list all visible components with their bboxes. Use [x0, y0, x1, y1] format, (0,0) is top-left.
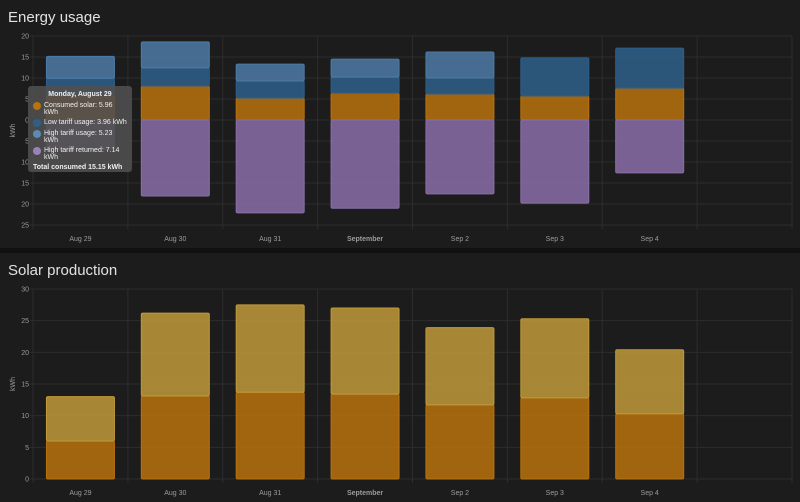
bar-segment: [615, 413, 685, 480]
tooltip-total: Total consumed 15.15 kWh: [33, 164, 123, 171]
y-tick-label: 0: [25, 477, 29, 484]
solar-production-title: Solar production: [8, 262, 118, 279]
bar-segment: [140, 395, 210, 480]
x-tick-label: Aug 29: [69, 490, 91, 497]
bar-segment: [45, 55, 115, 79]
bar-segment: [520, 397, 590, 480]
chart-tooltip: Monday, August 29 Consumed solar: 5.96 k…: [28, 86, 132, 172]
x-tick-label: Sep 3: [546, 490, 564, 497]
bar-segment: [330, 393, 400, 480]
bar-segment: [330, 307, 400, 395]
y-tick-label: 30: [21, 287, 29, 294]
y-tick-label: 15: [21, 55, 29, 62]
y-axis-label: kWh: [10, 377, 17, 391]
y-tick-label: 5: [25, 97, 29, 104]
tooltip-title: Monday, August 29: [48, 91, 112, 98]
bar-segment: [615, 119, 685, 174]
bar-segment: [140, 41, 210, 69]
x-tick-label: Aug 31: [259, 490, 281, 497]
y-tick-label: 20: [21, 202, 29, 209]
bar-segment: [330, 76, 400, 94]
y-tick-label: 0: [25, 118, 29, 125]
energy-usage-title: Energy usage: [8, 9, 101, 26]
x-tick-label: Aug 30: [164, 490, 186, 497]
solar-production-card: Solar production 30 25 20 15 10 5 0 kWh Aug 29 Au…: [0, 253, 800, 502]
bar-segment: [330, 92, 400, 121]
x-tick-label: Aug 29: [69, 236, 91, 243]
bar-segment: [520, 119, 590, 204]
bar-segment: [425, 327, 495, 406]
bar-segment: [140, 67, 210, 87]
bar-segment: [140, 85, 210, 121]
bar-segment: [235, 80, 305, 99]
x-tick-label: Aug 30: [164, 236, 186, 243]
bar-segment: [235, 119, 305, 214]
x-tick-label: Sep 4: [641, 236, 659, 243]
y-tick-label: 10: [21, 76, 29, 83]
tooltip-row: Low tariff usage: 3.96 kWh: [33, 119, 127, 127]
x-tick-label: Aug 31: [259, 236, 281, 243]
y-tick-label: 25: [21, 318, 29, 325]
legend-dot-icon: [33, 102, 41, 110]
tooltip-line: Consumed solar: 5.96 kWh: [44, 102, 113, 116]
bar-segment: [615, 349, 685, 415]
legend-dot-icon: [33, 130, 41, 138]
y-tick-label: 20: [21, 34, 29, 41]
bar-segment: [425, 93, 495, 121]
tooltip-line: High tariff returned: 7.14 kWh: [44, 147, 120, 161]
bar-segment: [425, 51, 495, 79]
bar-segment: [520, 318, 590, 399]
bar-segment: [425, 77, 495, 95]
y-tick-label: 15: [21, 181, 29, 188]
bar-segment: [520, 95, 590, 121]
x-tick-label: September: [347, 236, 383, 243]
x-tick-label: Sep 4: [641, 490, 659, 497]
tooltip-row: High tariff usage: 5.23 kWh: [33, 130, 127, 144]
y-tick-label: 10: [21, 413, 29, 420]
x-tick-label: Sep 2: [451, 490, 469, 497]
bar-segment: [235, 304, 305, 393]
energy-usage-chart[interactable]: 20 15 10 5 0 5 10 15 20 25 kWh Aug 29 Aug 30 Aug 31 Se…: [0, 0, 800, 248]
legend-dot-icon: [33, 119, 41, 127]
bar-segment: [140, 312, 210, 397]
solar-production-chart[interactable]: 30 25 20 15 10 5 0 kWh Aug 29 Aug 30 Aug 31 Septemb…: [0, 253, 800, 502]
bar-segment: [615, 87, 685, 121]
bar-segment: [615, 47, 685, 89]
x-tick-label: Sep 3: [546, 236, 564, 243]
tooltip-row: Consumed solar: 5.96 kWh: [33, 102, 127, 116]
tooltip-line: Low tariff usage: 3.96 kWh: [44, 119, 127, 126]
energy-usage-card: Energy usage 20 15 10 5 0 5 10 15 20 25 kWh Aug 29 A…: [0, 0, 800, 248]
y-tick-label: 5: [25, 139, 29, 146]
legend-dot-icon: [33, 147, 41, 155]
bar-segment: [330, 119, 400, 209]
bar-segment: [45, 440, 115, 480]
bar-segment: [235, 391, 305, 480]
y-tick-label: 15: [21, 382, 29, 389]
x-tick-label: Sep 2: [451, 236, 469, 243]
bar-segment: [235, 97, 305, 121]
y-tick-label: 5: [25, 445, 29, 452]
bar-segment: [45, 396, 115, 442]
tooltip-row: High tariff returned: 7.14 kWh: [33, 147, 127, 161]
bar-segment: [425, 119, 495, 195]
bar-segment: [330, 58, 400, 78]
tooltip-line: High tariff usage: 5.23 kWh: [44, 130, 113, 144]
bar-segment: [520, 57, 590, 97]
x-tick-label: September: [347, 490, 383, 497]
bar-segment: [235, 63, 305, 82]
bar-segment: [425, 404, 495, 480]
y-axis-label: kWh: [10, 123, 17, 137]
y-tick-label: 25: [21, 223, 29, 230]
bar-segment: [140, 119, 210, 197]
y-tick-label: 20: [21, 350, 29, 357]
y-tick-label: 10: [21, 160, 29, 167]
